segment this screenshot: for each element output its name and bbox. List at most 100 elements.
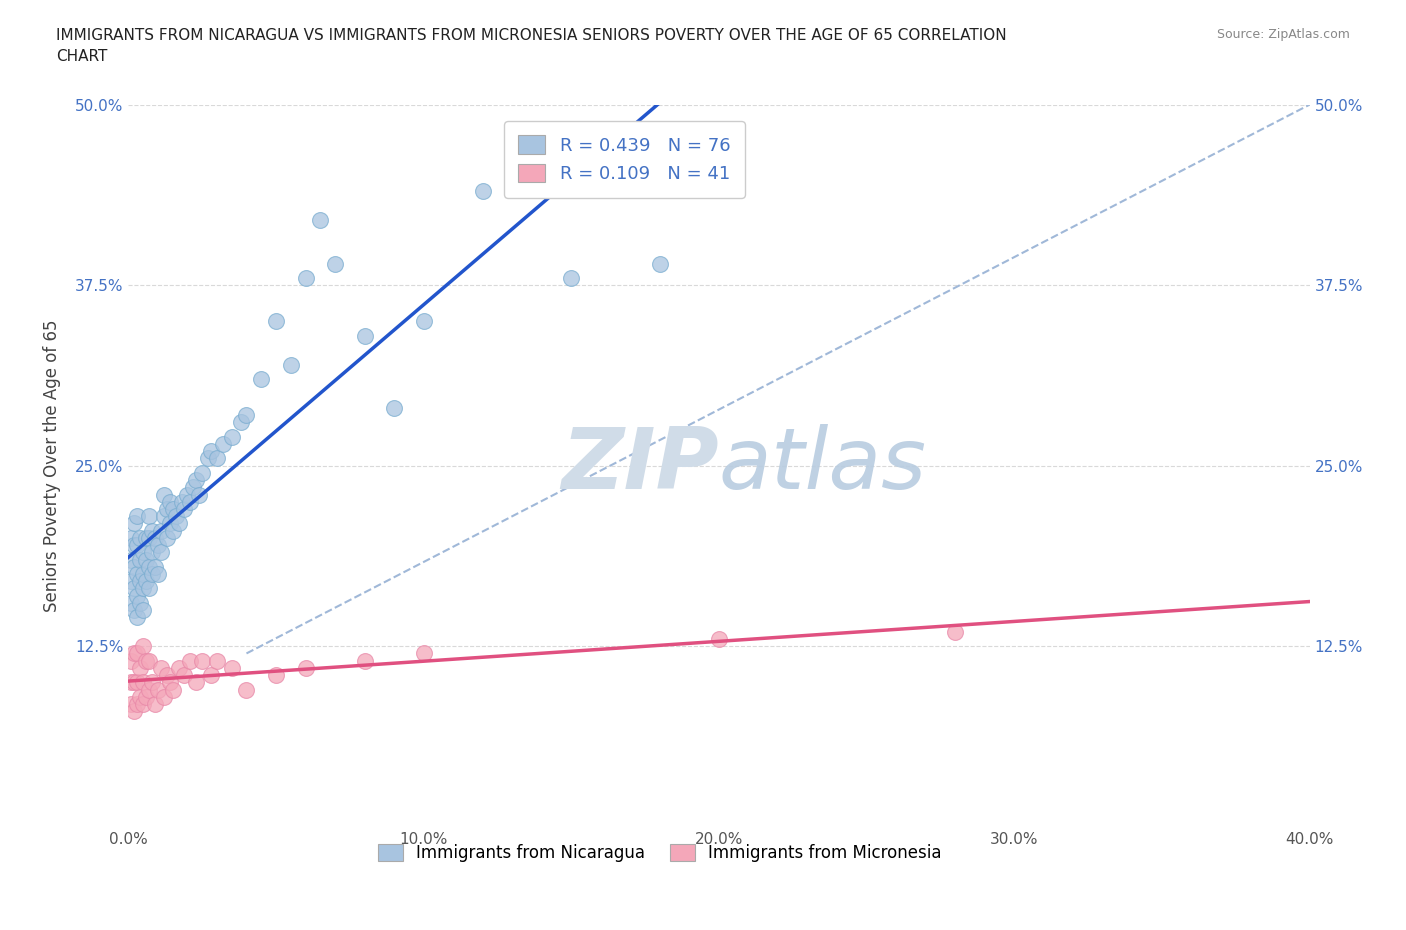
Point: [135, 689, 157, 704]
Point: [127, 588, 149, 603]
Point: [138, 653, 160, 668]
Point: [120, 653, 142, 668]
Point: [294, 660, 316, 675]
Point: [120, 574, 142, 589]
Point: [132, 566, 155, 581]
Point: [120, 675, 142, 690]
Point: [221, 660, 243, 675]
Point: [235, 682, 257, 697]
Point: [146, 682, 169, 697]
Legend: Immigrants from Nicaragua, Immigrants from Micronesia: Immigrants from Nicaragua, Immigrants fr…: [371, 837, 949, 869]
Point: [124, 516, 146, 531]
Point: [197, 451, 219, 466]
Point: [167, 660, 190, 675]
Point: [127, 538, 149, 552]
Point: [250, 372, 273, 387]
Point: [127, 566, 149, 581]
Point: [205, 653, 228, 668]
Point: [129, 660, 152, 675]
Point: [138, 509, 160, 524]
Point: [129, 530, 152, 545]
Point: [153, 689, 176, 704]
Point: [141, 566, 163, 581]
Point: [412, 646, 434, 661]
Point: [127, 610, 149, 625]
Point: [294, 271, 316, 286]
Point: [124, 559, 146, 574]
Point: [146, 566, 169, 581]
Y-axis label: Seniors Poverty Over the Age of 65: Seniors Poverty Over the Age of 65: [44, 319, 60, 612]
Point: [138, 559, 160, 574]
Point: [120, 530, 142, 545]
Point: [188, 487, 211, 502]
Point: [124, 538, 146, 552]
Point: [162, 501, 184, 516]
Point: [132, 675, 155, 690]
Point: [179, 653, 201, 668]
Point: [124, 646, 146, 661]
Point: [186, 472, 208, 487]
Point: [135, 653, 157, 668]
Point: [124, 675, 146, 690]
Point: [127, 675, 149, 690]
Point: [129, 595, 152, 610]
Point: [127, 697, 149, 711]
Point: [212, 436, 235, 451]
Point: [173, 668, 195, 683]
Text: Source: ZipAtlas.com: Source: ZipAtlas.com: [1216, 28, 1350, 41]
Point: [179, 495, 201, 510]
Point: [129, 552, 152, 567]
Point: [167, 516, 190, 531]
Point: [120, 595, 142, 610]
Point: [353, 653, 375, 668]
Point: [191, 653, 214, 668]
Point: [159, 516, 181, 531]
Point: [138, 682, 160, 697]
Point: [943, 624, 966, 639]
Point: [309, 213, 332, 228]
Point: [124, 704, 146, 719]
Point: [264, 668, 287, 683]
Point: [156, 668, 179, 683]
Point: [153, 487, 176, 502]
Point: [120, 552, 142, 567]
Text: atlas: atlas: [718, 424, 927, 507]
Point: [412, 313, 434, 328]
Point: [138, 530, 160, 545]
Point: [200, 444, 222, 458]
Point: [149, 660, 172, 675]
Point: [143, 530, 166, 545]
Point: [138, 581, 160, 596]
Point: [135, 530, 157, 545]
Point: [471, 184, 494, 199]
Point: [141, 524, 163, 538]
Point: [191, 466, 214, 481]
Point: [560, 271, 582, 286]
Point: [162, 682, 184, 697]
Point: [165, 509, 187, 524]
Point: [162, 524, 184, 538]
Point: [353, 328, 375, 343]
Point: [135, 552, 157, 567]
Point: [229, 415, 252, 430]
Point: [221, 430, 243, 445]
Point: [156, 530, 179, 545]
Point: [132, 545, 155, 560]
Point: [707, 631, 730, 646]
Point: [648, 256, 671, 271]
Point: [132, 603, 155, 618]
Point: [143, 559, 166, 574]
Point: [127, 509, 149, 524]
Point: [280, 357, 302, 372]
Point: [176, 487, 198, 502]
Point: [141, 675, 163, 690]
Point: [589, 155, 612, 170]
Point: [132, 697, 155, 711]
Point: [124, 603, 146, 618]
Text: IMMIGRANTS FROM NICARAGUA VS IMMIGRANTS FROM MICRONESIA SENIORS POVERTY OVER THE: IMMIGRANTS FROM NICARAGUA VS IMMIGRANTS …: [56, 28, 1007, 64]
Point: [200, 668, 222, 683]
Point: [186, 675, 208, 690]
Point: [153, 509, 176, 524]
Point: [135, 574, 157, 589]
Point: [132, 581, 155, 596]
